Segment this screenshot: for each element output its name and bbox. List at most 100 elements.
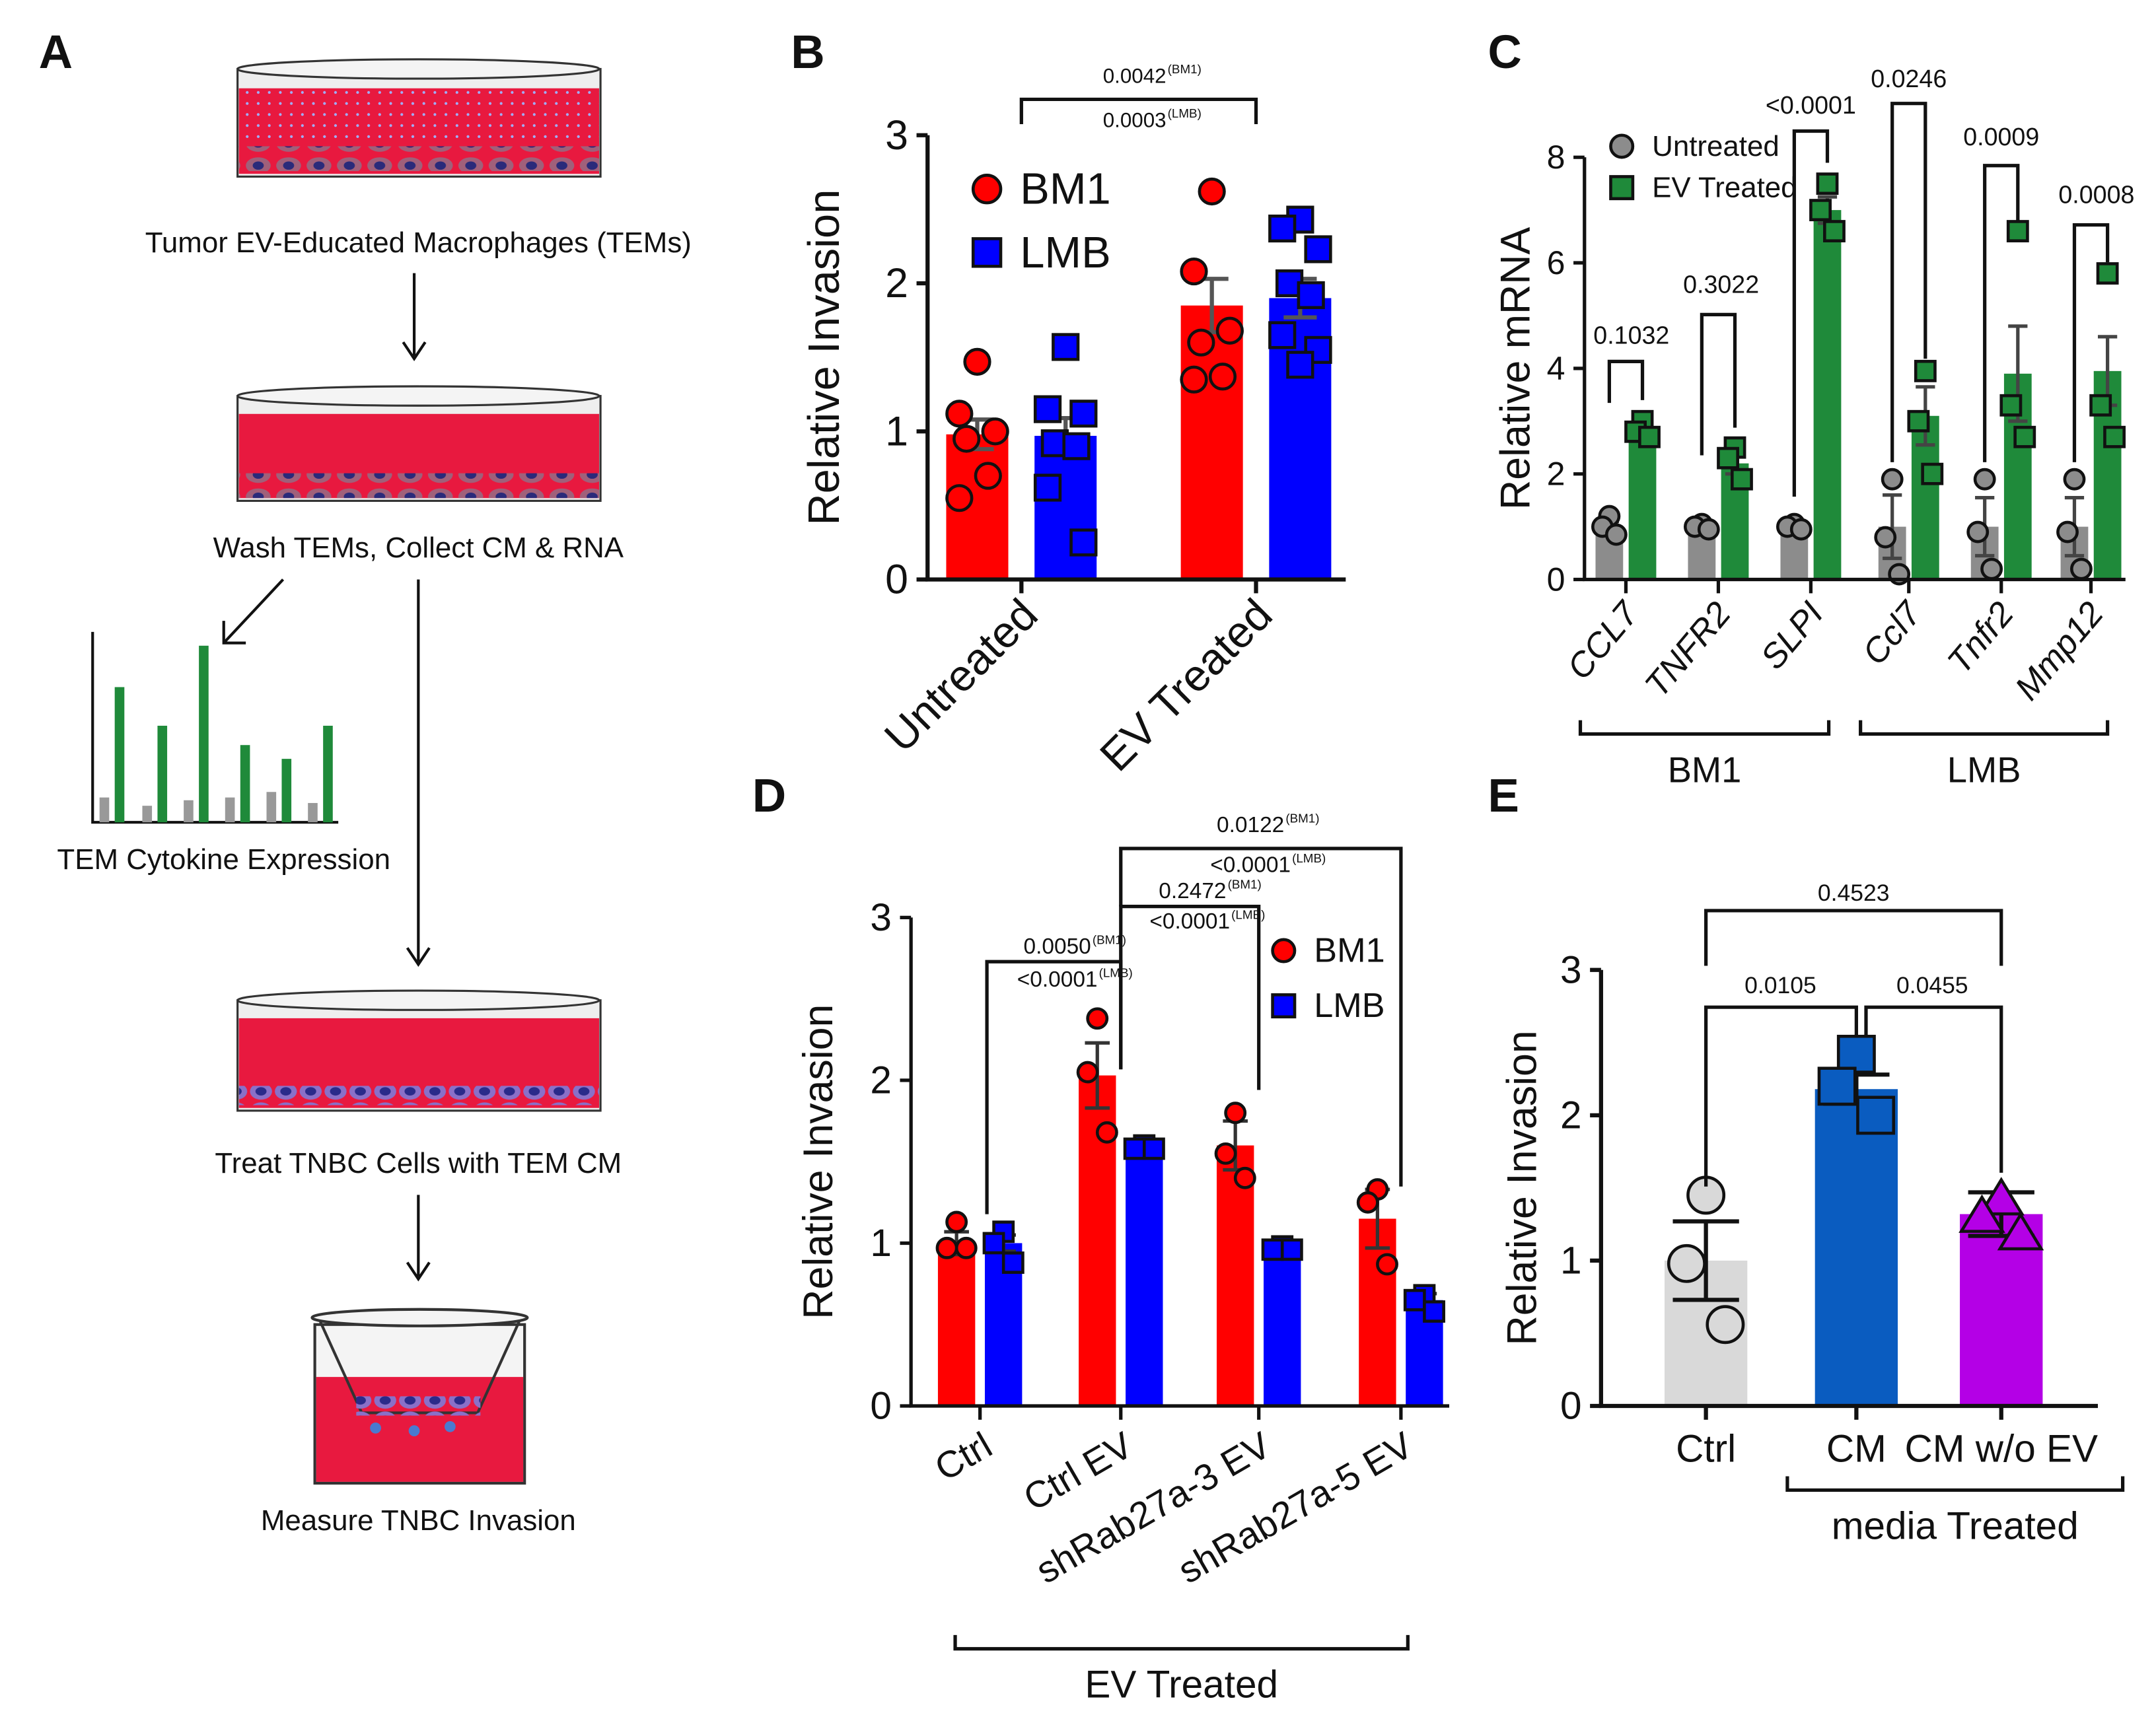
- data-point: [1187, 328, 1215, 357]
- y-tick-label: 0: [1560, 1384, 1582, 1427]
- data-point: [2103, 425, 2126, 448]
- step-label: Tumor EV-Educated Macrophages (TEMs): [145, 227, 692, 259]
- group-line: [1578, 720, 1831, 736]
- data-point: [963, 347, 991, 376]
- data-point: [935, 1236, 958, 1259]
- y-axis-label: Relative Invasion: [795, 1004, 842, 1319]
- dish: [236, 385, 602, 502]
- x-tick-label: CCL7: [1560, 594, 1647, 687]
- p-value-note: (LMB): [1231, 908, 1265, 922]
- panel-letter: E: [1488, 770, 1519, 822]
- bar: [1359, 1218, 1396, 1406]
- step-label: Wash TEMs, Collect CM & RNA: [213, 532, 624, 564]
- group-line: [1785, 1476, 2125, 1492]
- p-value: <0.0001: [1017, 967, 1098, 992]
- p-value: 0.0003: [1103, 108, 1167, 131]
- p-value: 0.0050: [1024, 934, 1091, 959]
- data-point: [981, 417, 1009, 446]
- legend-marker: [1271, 938, 1297, 963]
- data-point: [974, 462, 1002, 490]
- data-point: [2096, 262, 2119, 285]
- data-point: [1717, 446, 1739, 470]
- data-point: [2013, 425, 2036, 448]
- step-label: Treat TNBC Cells with TEM CM: [215, 1147, 622, 1179]
- data-point: [1180, 257, 1208, 286]
- bar: [1813, 210, 1842, 580]
- y-tick-label: 0: [870, 1384, 892, 1427]
- group-line: [953, 1634, 1410, 1651]
- p-value: 0.4523: [1818, 880, 1890, 906]
- data-point: [1069, 528, 1098, 557]
- data-point: [1208, 363, 1237, 391]
- data-point: [1423, 1300, 1445, 1323]
- data-point: [1180, 365, 1208, 394]
- data-point: [1914, 359, 1937, 382]
- y-axis-label: Relative Invasion: [799, 190, 849, 526]
- transwell: [310, 1308, 529, 1485]
- panel-letter: A: [39, 26, 73, 79]
- data-point: [1268, 214, 1297, 243]
- y-tick-label: 2: [1560, 1094, 1582, 1137]
- p-value-note: (LMB): [1099, 965, 1133, 979]
- data-point: [1604, 523, 1628, 546]
- data-point: [1817, 1067, 1857, 1106]
- legend-marker: [1609, 175, 1635, 201]
- data-point: [1268, 321, 1297, 349]
- y-axis-label: Relative Invasion: [1499, 1030, 1546, 1345]
- data-point: [1280, 1238, 1303, 1261]
- p-value-note: (BM1): [1093, 932, 1126, 946]
- y-tick-label: 2: [870, 1059, 892, 1102]
- data-point: [1816, 172, 1839, 195]
- data-point: [1142, 1137, 1165, 1160]
- group-label: media Treated: [1832, 1504, 2079, 1547]
- x-tick-label: Ctrl: [927, 1424, 998, 1488]
- data-point: [1297, 281, 1325, 310]
- x-tick-label: Tnfr2: [1941, 595, 2022, 682]
- x-tick-label: Ccl7: [1855, 594, 1930, 672]
- data-point: [1376, 1253, 1398, 1276]
- p-value: 0.0246: [1871, 65, 1947, 92]
- data-point: [2089, 394, 2112, 417]
- arrow: [406, 579, 431, 967]
- significance-bracket: [1119, 905, 1261, 1090]
- y-tick-label: 8: [1547, 139, 1565, 176]
- data-point: [1233, 1166, 1256, 1189]
- data-point: [1997, 1211, 2044, 1251]
- y-tick-label: 1: [870, 1222, 892, 1265]
- p-value: 0.0105: [1744, 972, 1816, 998]
- x-tick-label: EV Treated: [1091, 590, 1282, 781]
- significance-bracket: [1864, 1005, 2003, 1173]
- bar: [1628, 426, 1657, 580]
- y-tick-label: 3: [1560, 948, 1582, 991]
- axis: [925, 135, 1346, 582]
- data-point: [1086, 1007, 1109, 1030]
- y-axis-label: Relative mRNA: [1492, 227, 1538, 510]
- significance-bracket: [1700, 312, 1737, 456]
- axis: [909, 917, 1450, 1408]
- group-label: LMB: [1947, 750, 2021, 790]
- arrow: [402, 273, 427, 361]
- arrow: [406, 1195, 431, 1282]
- axis: [1583, 157, 2126, 582]
- y-tick-label: 4: [1547, 350, 1565, 387]
- p-value-note: (LMB): [1168, 106, 1202, 120]
- p-value-note: (BM1): [1285, 811, 1319, 825]
- data-point: [1033, 473, 1062, 502]
- x-tick-label: CM w/o EV: [1904, 1427, 2098, 1470]
- p-value: 0.0008: [2058, 181, 2134, 209]
- data-point: [1076, 1061, 1099, 1084]
- bar: [937, 1243, 976, 1406]
- error-bar: [1883, 493, 1902, 561]
- x-tick-label: Ctrl: [1676, 1427, 1736, 1470]
- p-value-note: (LMB): [1292, 851, 1326, 865]
- data-point: [952, 425, 981, 453]
- data-point: [1809, 199, 1832, 222]
- significance-bracket: [1607, 359, 1645, 403]
- group-line: [1859, 720, 2110, 736]
- significance-bracket: [1792, 129, 1830, 497]
- group-label: EV Treated: [1085, 1663, 1278, 1706]
- data-point: [1706, 1305, 1745, 1345]
- data-point: [1697, 518, 1720, 541]
- data-point: [1033, 395, 1062, 423]
